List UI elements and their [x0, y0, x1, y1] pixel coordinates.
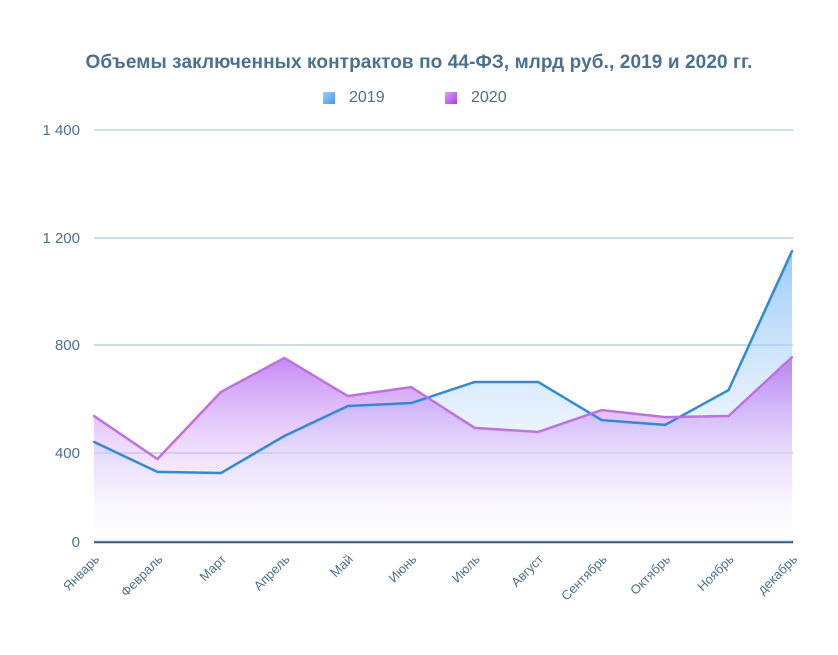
- point-2019: [473, 380, 476, 384]
- point-2019: [219, 471, 223, 475]
- x-tick-label: Апрель: [251, 551, 293, 593]
- point-2019: [410, 401, 413, 405]
- point-2020: [346, 394, 350, 398]
- area-2020: [94, 357, 792, 542]
- point-2020: [92, 414, 96, 418]
- point-2020: [219, 390, 223, 394]
- line-2020: [93, 356, 793, 461]
- point-2020: [790, 355, 794, 359]
- x-tick-label: Январь: [60, 551, 102, 593]
- point-2019: [283, 434, 286, 438]
- x-tick-label: Октябрь: [627, 551, 673, 597]
- point-2020: [410, 385, 413, 389]
- x-tick-label: Март: [196, 551, 229, 584]
- legend-swatch-2019: [323, 92, 335, 104]
- point-2019: [156, 470, 159, 474]
- line-2019: [93, 250, 794, 475]
- point-2020: [727, 414, 730, 418]
- legend-label-2019: 2019: [349, 89, 385, 106]
- point-2020: [663, 415, 667, 419]
- x-tick-label: Август: [508, 551, 546, 589]
- x-tick-label: декабрь: [755, 551, 801, 597]
- x-tick-label: Июль: [449, 551, 483, 585]
- point-2020: [283, 356, 286, 360]
- point-2020: [600, 408, 603, 412]
- legend-label-2020: 2020: [471, 89, 507, 106]
- legend-item-2019[interactable]: 2019: [323, 89, 385, 107]
- point-2020: [473, 426, 476, 430]
- point-2019: [92, 440, 96, 444]
- y-tick-label: 1 200: [42, 230, 80, 247]
- legend-swatch-2020: [445, 92, 457, 104]
- x-tick-label: Февраль: [118, 551, 166, 599]
- point-2019: [727, 388, 730, 392]
- point-2019: [790, 249, 794, 253]
- x-tick-label: Май: [327, 552, 356, 581]
- point-2019: [663, 423, 667, 427]
- point-2020: [536, 430, 540, 434]
- x-tick-label: Июнь: [385, 551, 419, 585]
- y-tick-label: 0: [72, 534, 80, 551]
- chart-title: Объемы заключенных контрактов по 44-ФЗ, …: [85, 52, 753, 73]
- point-2019: [346, 404, 350, 408]
- point-2019: [600, 418, 603, 422]
- x-tick-label: Ноябрь: [694, 551, 737, 594]
- point-2020: [156, 457, 159, 461]
- y-tick-label: 800: [55, 337, 80, 354]
- point-2019: [536, 380, 540, 384]
- y-tick-label: 1 400: [42, 122, 80, 139]
- y-tick-label: 400: [55, 445, 80, 462]
- x-tick-label: Сентябрь: [558, 551, 610, 603]
- legend-item-2020[interactable]: 2020: [445, 89, 507, 107]
